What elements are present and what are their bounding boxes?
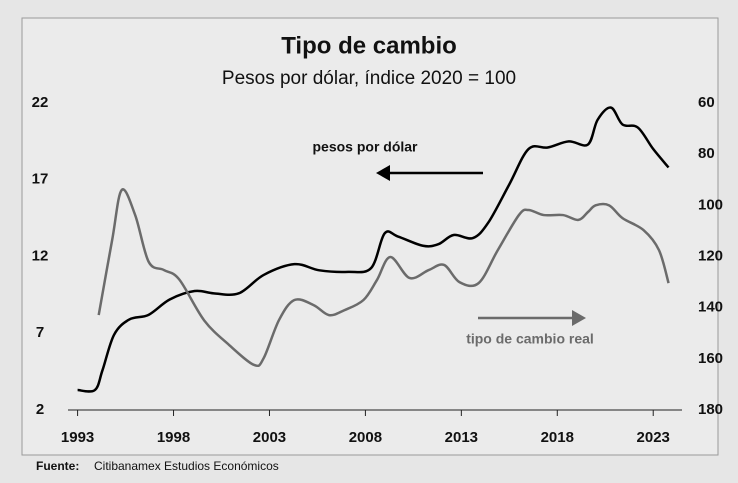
y2-tick-label: 80 (698, 145, 715, 162)
x-tick-label: 2018 (541, 429, 574, 446)
y-tick-label: 12 (32, 247, 49, 264)
annotation-arrowhead (572, 310, 586, 326)
chart-frame (21, 17, 719, 456)
y2-tick-label: 120 (698, 247, 723, 264)
series-annotation: pesos por dólar (312, 139, 418, 155)
source-label: Fuente: (36, 459, 79, 473)
y-tick-label: 7 (36, 324, 44, 341)
annotation-arrowhead (376, 165, 390, 181)
chart-subtitle: Pesos por dólar, índice 2020 = 100 (222, 68, 516, 89)
series-line (77, 106, 670, 393)
series-annotation: tipo de cambio real (466, 331, 594, 347)
x-tick-label: 1993 (61, 429, 94, 446)
y2-tick-label: 60 (698, 94, 715, 111)
y2-tick-label: 100 (698, 196, 723, 213)
y-tick-label: 17 (32, 171, 49, 188)
x-tick-label: 2023 (637, 429, 670, 446)
x-tick-label: 2013 (445, 429, 478, 446)
x-tick-label: 1998 (157, 429, 190, 446)
x-tick-label: 2003 (253, 429, 286, 446)
x-tick-label: 2008 (349, 429, 382, 446)
y2-tick-label: 180 (698, 401, 723, 418)
source: Citibanamex Estudios Económicos (94, 459, 279, 473)
y2-tick-label: 160 (698, 350, 723, 367)
y-tick-label: 2 (36, 401, 44, 418)
series-line (97, 188, 670, 368)
y-tick-label: 22 (32, 94, 49, 111)
chart-title: Tipo de cambio (281, 32, 457, 59)
y2-tick-label: 140 (698, 299, 723, 316)
